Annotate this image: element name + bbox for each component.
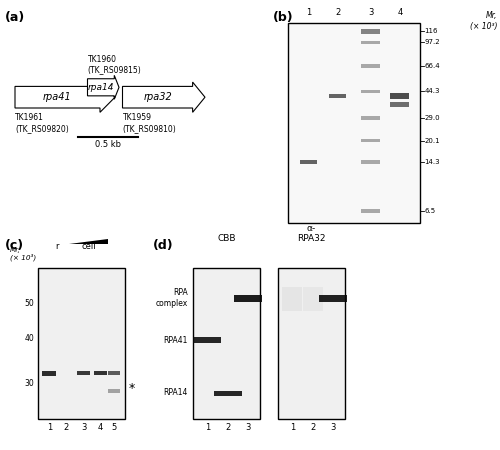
Bar (361, 29, 380, 34)
Polygon shape (69, 239, 108, 244)
Bar (390, 94, 409, 99)
Text: Mr,
(× 10³): Mr, (× 10³) (470, 11, 498, 31)
Bar (108, 371, 120, 375)
Bar (282, 287, 302, 311)
Text: Mr,
(× 10³): Mr, (× 10³) (10, 247, 36, 261)
Text: 1: 1 (306, 8, 312, 17)
Text: 1: 1 (47, 423, 52, 432)
Bar (288, 22, 420, 223)
Text: 2: 2 (335, 8, 340, 17)
Text: 3: 3 (330, 423, 336, 432)
Bar (329, 94, 346, 99)
Text: 5: 5 (112, 423, 117, 432)
Bar (361, 160, 380, 164)
Text: 6.5: 6.5 (424, 208, 436, 214)
Text: (c): (c) (5, 238, 24, 252)
Bar (361, 139, 380, 143)
Polygon shape (122, 82, 205, 112)
Text: 3: 3 (368, 8, 374, 17)
Text: cell: cell (82, 242, 96, 251)
Text: rpa41: rpa41 (43, 92, 72, 102)
Bar (194, 338, 222, 343)
Bar (361, 40, 380, 44)
Text: 116: 116 (424, 28, 438, 34)
Bar (361, 209, 380, 213)
Text: 4: 4 (398, 8, 402, 17)
Text: 3: 3 (81, 423, 86, 432)
Polygon shape (15, 82, 115, 112)
Bar (319, 295, 347, 302)
Bar (361, 116, 380, 120)
Text: 1: 1 (290, 423, 295, 432)
Text: r: r (56, 242, 59, 251)
Text: TK1960
(TK_RS09815): TK1960 (TK_RS09815) (88, 55, 142, 74)
Text: RPA14: RPA14 (163, 388, 188, 397)
Bar (78, 371, 90, 375)
Bar (302, 287, 322, 311)
Text: (a): (a) (5, 11, 25, 24)
Text: 2: 2 (64, 423, 69, 432)
Text: 44.3: 44.3 (424, 88, 440, 94)
Bar (108, 389, 120, 393)
Bar (192, 268, 260, 418)
Text: 20.1: 20.1 (424, 138, 440, 144)
Text: 14.3: 14.3 (424, 159, 440, 165)
Bar (42, 371, 56, 376)
Text: (b): (b) (272, 11, 293, 24)
Text: 4: 4 (98, 423, 103, 432)
Bar (278, 268, 345, 418)
Bar (94, 371, 106, 375)
Text: (d): (d) (152, 238, 173, 252)
Text: 2: 2 (225, 423, 230, 432)
Text: rpa32: rpa32 (143, 92, 172, 102)
Bar (214, 391, 242, 396)
Bar (300, 160, 316, 164)
Text: RPA
complex: RPA complex (155, 288, 188, 308)
Text: 97.2: 97.2 (424, 40, 440, 45)
Text: TK1961
(TK_RS09820): TK1961 (TK_RS09820) (15, 113, 69, 133)
Text: 50: 50 (24, 299, 34, 308)
Text: 0.5 kb: 0.5 kb (94, 140, 120, 149)
Bar (38, 268, 125, 418)
Text: 66.4: 66.4 (424, 63, 440, 69)
Bar (361, 64, 380, 68)
Bar (390, 102, 409, 107)
Text: 2: 2 (310, 423, 315, 432)
Text: 40: 40 (24, 333, 34, 342)
Text: CBB: CBB (217, 234, 236, 243)
Text: 29.0: 29.0 (424, 115, 440, 121)
Text: RPA41: RPA41 (163, 336, 188, 345)
Text: *: * (129, 382, 135, 396)
Text: 1: 1 (204, 423, 210, 432)
Text: α-
RPA32: α- RPA32 (297, 224, 326, 243)
Polygon shape (88, 75, 119, 99)
Text: 30: 30 (24, 378, 34, 387)
Text: 3: 3 (245, 423, 250, 432)
Text: TK1959
(TK_RS09810): TK1959 (TK_RS09810) (122, 113, 176, 133)
Bar (361, 90, 380, 93)
Text: rpa14: rpa14 (88, 83, 114, 92)
Bar (234, 295, 262, 302)
